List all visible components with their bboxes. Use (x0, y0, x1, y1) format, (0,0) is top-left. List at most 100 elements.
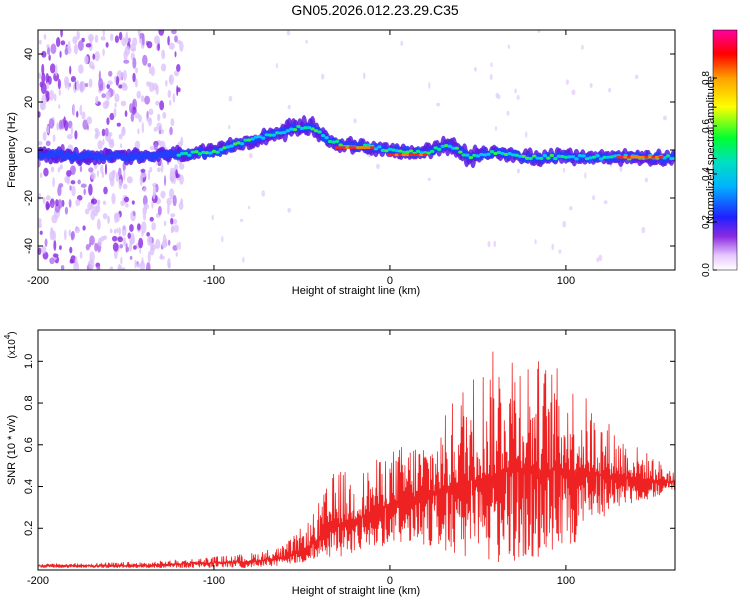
spectrogram-noise-blob (136, 90, 142, 99)
spectrogram-noise-blob (94, 242, 98, 252)
spectrogram-band-core (546, 156, 551, 160)
spectrogram-noise-blob (68, 198, 72, 208)
spectrogram-noise-blob (120, 256, 123, 265)
spectrogram-noise-blob (115, 75, 120, 86)
spectrogram-noise-blob (565, 79, 569, 85)
spectrogram-noise-blob (88, 78, 93, 88)
spectrogram-band-core (310, 127, 315, 131)
spectrogram-band-core (426, 151, 431, 155)
spectrogram-noise-blob (41, 50, 47, 58)
spectrogram-noise-blob (104, 163, 108, 175)
spectrogram-noise-blob (174, 51, 177, 58)
spectrogram-band-core (338, 143, 343, 147)
spectrogram-noise-blob (172, 93, 176, 103)
spectrogram-noise-blob (95, 199, 101, 206)
spectrogram-noise-blob (228, 95, 233, 102)
spectrogram-noise-blob (79, 104, 83, 116)
spectrogram-noise-blob (141, 33, 145, 46)
spectrogram-noise-blob (131, 37, 138, 47)
spectrogram-noise-blob (131, 200, 135, 205)
spectrogram-noise-blob (138, 237, 144, 249)
spectrogram-noise-blob (45, 201, 50, 211)
spectrogram-noise-blob (228, 125, 231, 130)
spectrogram-band-core (672, 156, 675, 161)
spectrogram-band-core (380, 148, 386, 152)
spectrogram-noise-blob (126, 176, 133, 184)
spectrogram-noise-blob (134, 112, 140, 119)
colorbar-tick-label: 0.8 (701, 71, 712, 85)
spectrogram-noise-blob (100, 36, 106, 41)
spectrogram-band-core (665, 154, 671, 158)
spectrogram-noise-blob (157, 43, 160, 52)
spectrogram-noise-blob (118, 31, 123, 41)
spectrogram-noise-blob (134, 78, 138, 88)
spectrogram-band-core (398, 149, 403, 153)
spectrogram-noise-blob (79, 251, 83, 259)
spectrogram-noise-blob (119, 72, 125, 78)
spectrogram-band-core (447, 144, 452, 148)
spectrogram-noise-blob (155, 238, 161, 250)
spectrogram-band-core (514, 153, 519, 157)
spectrogram-noise-blob (146, 41, 153, 49)
spectrogram-noise-blob (242, 256, 245, 263)
spectrogram-noise-blob (118, 263, 121, 270)
spectrogram-noise-blob (153, 35, 160, 45)
spectrogram-noise-blob (42, 196, 46, 204)
spectrogram-noise-blob (39, 81, 44, 88)
spectrogram-noise-blob (120, 100, 127, 107)
spectrogram-noise-blob (608, 87, 612, 93)
spectrogram-noise-blob (96, 218, 101, 230)
spectrogram-band-core (433, 146, 438, 150)
spectrogram-noise-blob (167, 262, 171, 269)
snr-y-tick-label: 0.8 (23, 395, 35, 410)
spectrogram-noise-blob (76, 110, 79, 118)
spectrogram-x-tick-label: 0 (387, 275, 393, 287)
spectrogram-band-core (218, 147, 224, 152)
spectrogram-noise-blob (143, 206, 148, 215)
spectrogram-noise-blob (493, 240, 497, 248)
spectrogram-noise-blob (45, 140, 51, 147)
spectrogram-noise-blob (156, 167, 161, 173)
spectrogram-band-core (461, 153, 467, 157)
spectrogram-noise-blob (109, 228, 113, 234)
spectrogram-noise-blob (69, 185, 72, 191)
spectrogram-noise-blob (109, 112, 115, 121)
spectrogram-band-core (669, 157, 674, 161)
spectrogram-noise-blob (287, 207, 292, 213)
spectrogram-band-core (595, 154, 600, 158)
spectrogram-noise-blob (42, 131, 47, 141)
spectrogram-band-core (208, 151, 213, 155)
spectrogram-peak (408, 153, 414, 157)
spectrogram-noise-blob (54, 203, 61, 213)
spectrogram-band-core (549, 153, 555, 158)
spectrogram-noise-blob (141, 230, 144, 237)
spectrogram-band-core (366, 143, 372, 148)
spectrogram-band-core (253, 135, 259, 139)
spectrogram-noise-blob (103, 186, 108, 195)
spectrogram-noise-blob (179, 41, 184, 52)
spectrogram-noise-blob (95, 95, 99, 105)
spectrogram-noise-blob (149, 247, 155, 256)
colorbar-ticks: 0.0 0.2 0.4 0.6 0.8 (701, 71, 717, 277)
snr-x-label: Height of straight line (km) (292, 585, 420, 597)
spectrogram-noise-blob (170, 217, 174, 225)
spectrogram-band-core (271, 133, 276, 137)
spectrogram-y-axis: 40 20 0 -20 -40 (23, 48, 675, 254)
spectrogram-noise-blob (147, 62, 152, 68)
spectrogram-noise-blob (176, 242, 179, 251)
spectrogram-band-core (317, 130, 322, 134)
spectrogram-noise-blob (118, 167, 122, 178)
spectrogram-noise-blob (168, 74, 174, 85)
spectrogram-noise-blob (427, 177, 431, 181)
spectrogram-noise-blob (151, 200, 154, 209)
spectrogram-noise-blob (166, 197, 172, 206)
spectrogram-band-core (324, 136, 329, 140)
spectrogram-peak (338, 146, 344, 150)
spectrogram-noise-blob (129, 255, 133, 260)
spectrogram-noise-blob (142, 195, 148, 207)
spectrogram-band-core (289, 127, 294, 131)
snr-scale-close: ) (7, 331, 18, 334)
spectrogram-noise-blob (581, 44, 584, 50)
spectrogram-noise-blob (55, 36, 61, 48)
